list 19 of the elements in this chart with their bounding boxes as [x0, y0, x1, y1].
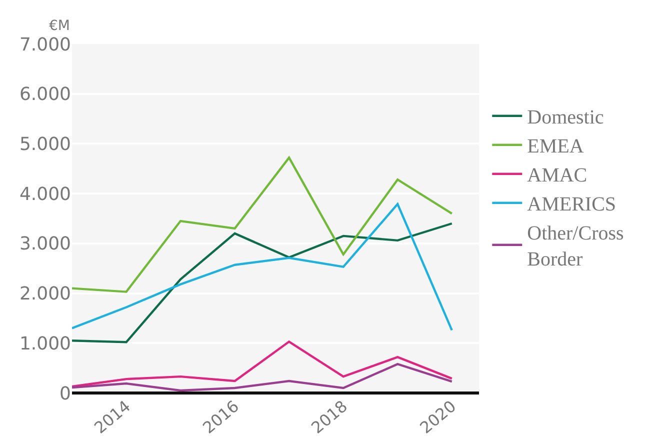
y-tick-label: 3.000	[19, 234, 71, 255]
y-axis-title: €M	[49, 18, 70, 34]
line-series	[72, 202, 453, 332]
legend-label: EMEA	[527, 136, 584, 158]
line-series	[72, 222, 453, 344]
line-series	[72, 362, 453, 392]
line-series	[72, 340, 453, 388]
legend-label: AMAC	[527, 164, 588, 187]
y-tick-label: 2.000	[19, 284, 71, 305]
legend-label: Other/Cross Border	[527, 222, 624, 271]
y-tick-label: 7.000	[19, 34, 71, 56]
legend-label: AMERICS	[527, 194, 616, 216]
y-tick-label: 1.000	[19, 333, 71, 354]
y-tick-label: 4.000	[19, 184, 71, 205]
y-tick-label: 0	[60, 383, 71, 404]
legend-label: Domestic	[527, 106, 604, 129]
y-tick-label: 6.000	[19, 84, 71, 106]
y-tick-label: 5.000	[19, 134, 71, 156]
line-series	[72, 156, 453, 293]
